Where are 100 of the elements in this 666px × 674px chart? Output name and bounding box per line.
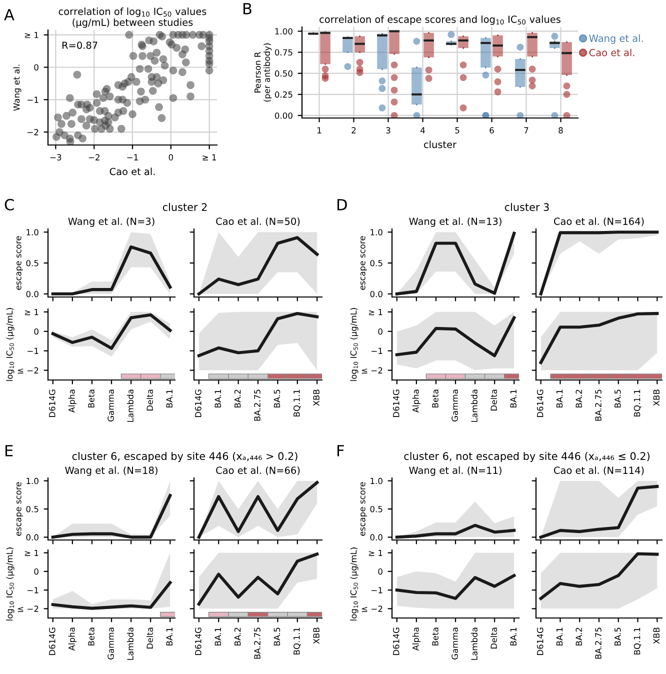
x-tick-label: Alpha: [68, 390, 76, 413]
y-tick-label: 0.0: [370, 290, 382, 298]
y-axis-title: escape score: [360, 482, 367, 536]
x-tick-label: BA.1: [166, 390, 172, 408]
legend-label: Wang et al.: [589, 34, 643, 44]
x-tick-label: BA.5: [614, 628, 621, 646]
y-tick-label: ≥ 1: [24, 309, 38, 316]
line-series: [51, 245, 172, 296]
line-series: [51, 581, 172, 610]
x-tick-label: 0: [168, 154, 174, 160]
text: E: [6, 445, 13, 456]
x-tick-label: BA.5: [274, 390, 280, 408]
x-tick-label: Lambda: [127, 628, 134, 660]
chart-title: correlation of escape scores and log$_{10}$ IC$_{50}$ values: [320, 15, 560, 25]
x-tick-label: 6: [490, 127, 494, 134]
x-tick-label: 8: [558, 127, 563, 134]
x-tick-label: D614G: [536, 390, 544, 417]
text: D: [338, 199, 347, 210]
y-tick-label: ≥ 1: [24, 550, 38, 556]
y-axis-title: log$_{10}$ IC$_{50}$ (μg/mL): [350, 308, 358, 381]
x-tick-label: XBB: [653, 390, 660, 406]
x-tick-label: BA.1: [214, 390, 221, 408]
x-axis-title: Cao et al.: [110, 168, 155, 176]
y-axis-title: log$_{10}$ IC$_{50}$ (μg/mL): [350, 548, 358, 620]
x-tick-label: BA.2.75: [254, 628, 260, 659]
y-tick-label: 1.0: [26, 229, 38, 236]
chart-title: Wang et al. (N=3): [68, 217, 154, 227]
x-tick-label: −2: [88, 154, 100, 160]
annotation: R=0.87: [62, 42, 98, 49]
y-axis-title: Wang et al.: [13, 64, 22, 111]
x-tick-label: Lambda: [127, 390, 134, 422]
x-tick-label: ≥ 1: [202, 154, 216, 160]
y-tick-label: −1: [28, 587, 38, 594]
x-tick-label: XBB: [653, 628, 660, 644]
x-tick-label: BA.2.75: [595, 628, 602, 659]
y-tick-label: 1.0: [370, 478, 382, 484]
x-tick-label: 3: [386, 127, 390, 134]
x-tick-label: Beta: [88, 390, 94, 408]
text: B: [244, 3, 252, 14]
x-tick-label: D614G: [195, 628, 202, 655]
chart-title: Wang et al. (N=18): [65, 466, 158, 476]
y-tick-label: ≤ −2: [18, 606, 38, 612]
x-tick-label: Gamma: [452, 390, 458, 422]
x-tick-label: BA.1: [166, 628, 172, 646]
text: cluster 3: [504, 202, 549, 212]
x-tick-label: 5: [455, 127, 460, 134]
x-tick-label: D614G: [49, 390, 56, 417]
x-tick-label: BQ.1.1: [634, 628, 642, 654]
legend-label: Cao et al.: [589, 48, 634, 56]
y-axis-title: escape score: [16, 236, 23, 290]
chart-title: correlation of log$_{10}$ IC$_{50}$ values (μg/mL) between studies: [58, 8, 206, 28]
x-tick-label: BA.1: [510, 390, 516, 408]
x-tick-label: 4: [420, 127, 425, 134]
x-axis-title: cluster: [424, 140, 457, 148]
y-tick-label: 0: [34, 568, 38, 575]
line-series: [395, 574, 516, 600]
y-tick-label: −1: [372, 348, 382, 354]
y-axis-title: log$_{10}$ IC$_{50}$ (μg/mL): [6, 308, 14, 381]
x-tick-label: BQ.1.1: [294, 390, 301, 416]
x-tick-label: BA.1: [556, 390, 563, 408]
chart-title: Cao et al. (N=114): [554, 466, 644, 476]
chart-title: Cao et al. (N=50): [216, 217, 300, 226]
x-tick-label: Delta: [490, 390, 497, 410]
text: C: [4, 198, 14, 210]
x-tick-label: Lambda: [471, 628, 478, 660]
x-tick-label: Beta: [432, 628, 438, 646]
y-tick-label: 1.00: [275, 28, 292, 34]
x-tick-label: Alpha: [412, 628, 420, 651]
x-tick-label: BA.5: [614, 390, 621, 408]
y-axis-title: log$_{10}$ IC$_{50}$ (μg/mL): [6, 548, 14, 620]
x-tick-label: Beta: [432, 390, 438, 408]
x-tick-label: Gamma: [108, 390, 114, 422]
y-tick-label: 0.5: [370, 260, 382, 266]
y-tick-label: 0.0: [26, 290, 38, 298]
x-tick-label: Delta: [146, 628, 153, 648]
y-tick-label: ≤ −2: [362, 606, 382, 612]
y-tick-label: 0: [34, 64, 38, 71]
text: cluster 2: [162, 202, 207, 212]
y-tick-label: 1.0: [26, 478, 38, 484]
x-tick-label: BQ.1.1: [634, 390, 642, 416]
x-tick-label: BA.1: [556, 628, 563, 646]
line-series: [51, 494, 172, 539]
x-tick-label: BA.2: [576, 628, 582, 646]
x-tick-label: BA.2: [234, 628, 241, 646]
y-tick-label: 0.5: [370, 506, 382, 512]
chart-title: Cao et al. (N=164): [554, 217, 644, 226]
y-axis-title: escape score: [360, 236, 367, 290]
x-tick-label: D614G: [195, 390, 202, 417]
y-tick-label: 0.5: [26, 260, 38, 266]
y-tick-label: ≤ −2: [18, 367, 38, 374]
x-tick-label: Delta: [146, 390, 153, 410]
y-tick-label: 0: [378, 328, 382, 335]
x-tick-label: D614G: [393, 390, 400, 417]
y-tick-label: 0.50: [274, 70, 292, 77]
x-tick-label: −1: [127, 154, 138, 160]
x-tick-label: BA.2: [234, 390, 241, 408]
y-tick-label: 0.00: [274, 112, 292, 119]
x-tick-label: Gamma: [452, 628, 458, 660]
text: F: [338, 445, 344, 456]
y-tick-label: 0.0: [26, 534, 38, 540]
